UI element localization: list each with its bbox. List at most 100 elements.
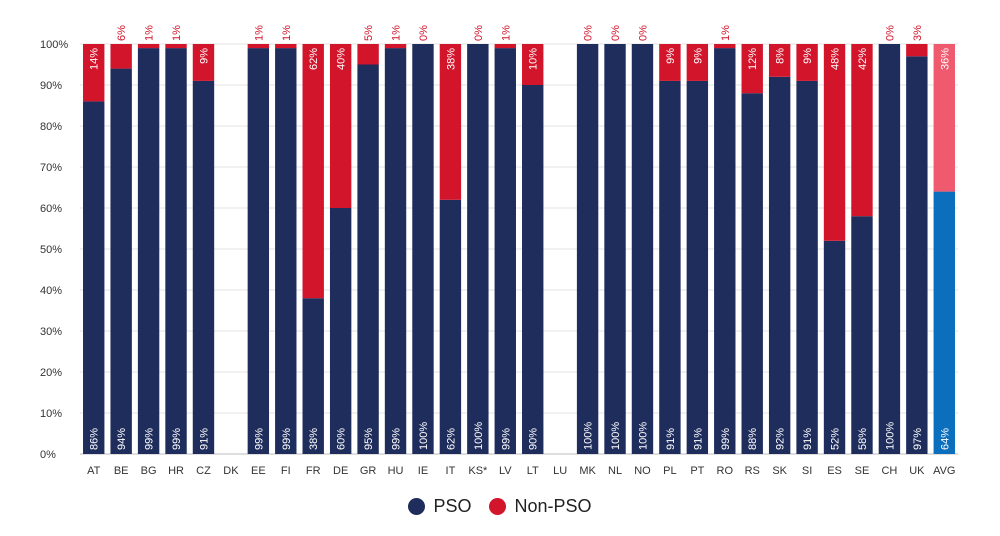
x-tick-label: FR: [306, 465, 321, 477]
y-tick-label: 10%: [40, 408, 62, 420]
data-label-pso: 99%: [720, 428, 732, 450]
x-tick-label: SI: [802, 465, 812, 477]
bar-pso: [110, 68, 132, 454]
data-label-pso: 97%: [912, 428, 924, 450]
bar-non-pso: [933, 44, 955, 192]
data-label-pso: 91%: [665, 428, 677, 450]
bar-non-pso: [741, 44, 763, 94]
data-label-pso: 99%: [500, 428, 512, 450]
bar-non-pso: [192, 44, 215, 81]
bar-pso: [659, 80, 681, 455]
y-tick-label: 90%: [40, 80, 62, 92]
data-label-pso: 99%: [281, 428, 293, 450]
data-label-pso: 99%: [391, 428, 403, 450]
data-label-non-pso: 6%: [116, 25, 128, 41]
legend: PSO Non-PSO: [0, 496, 1000, 517]
bar-pso: [631, 44, 654, 454]
bar-pso: [878, 44, 901, 454]
bar-non-pso: [357, 44, 379, 65]
data-label-non-pso: 9%: [665, 48, 677, 64]
x-tick-label: PL: [663, 465, 676, 477]
data-label-non-pso: 38%: [445, 48, 457, 70]
x-tick-label: CZ: [196, 465, 211, 477]
data-label-non-pso: 9%: [692, 48, 704, 64]
y-tick-label: 60%: [40, 203, 62, 215]
bar-non-pso: [165, 44, 187, 49]
data-label-pso: 52%: [830, 428, 842, 450]
bar-non-pso: [247, 44, 270, 49]
x-tick-label: HU: [388, 465, 404, 477]
bar-pso: [494, 48, 516, 454]
x-tick-label: FI: [281, 465, 291, 477]
legend-item-pso: PSO: [408, 496, 471, 517]
bars: 86% 14% 94% 6% 99% 1% 99% 1% 91% 9% 99% 1% 99% 1% 38% 6…: [83, 25, 955, 455]
data-label-non-pso: 1%: [253, 25, 265, 41]
x-tick-label: SK: [772, 465, 787, 477]
data-label-pso: 100%: [884, 422, 896, 450]
x-tick-label: MK: [579, 465, 596, 477]
data-label-non-pso: 62%: [308, 48, 320, 70]
bar-pso: [439, 199, 462, 454]
bar-non-pso: [659, 44, 681, 81]
data-label-non-pso: 36%: [939, 48, 951, 70]
data-label-non-pso: 0%: [473, 25, 485, 41]
bar-pso: [302, 298, 324, 454]
x-tick-label: LT: [527, 465, 539, 477]
data-label-pso: 62%: [445, 428, 457, 450]
bar-non-pso: [494, 44, 516, 49]
data-label-non-pso: 48%: [830, 48, 842, 70]
y-tick-label: 70%: [40, 162, 62, 174]
bar-pso: [604, 44, 626, 454]
data-label-non-pso: 0%: [583, 25, 595, 41]
data-label-non-pso: 1%: [500, 25, 512, 41]
data-label-pso: 86%: [89, 428, 101, 450]
y-tick-label: 30%: [40, 326, 62, 338]
data-label-pso: 100%: [473, 422, 485, 450]
x-tick-label: KS*: [468, 465, 488, 477]
bar-pso: [796, 80, 818, 455]
bar-pso: [768, 76, 791, 455]
data-label-non-pso: 1%: [144, 25, 156, 41]
bar-pso: [714, 48, 736, 454]
data-label-non-pso: 9%: [802, 48, 814, 64]
legend-swatch-non-pso: [489, 498, 507, 515]
x-tick-label: EE: [251, 465, 266, 477]
data-label-pso: 88%: [747, 428, 759, 450]
bar-pso: [576, 44, 599, 454]
bar-non-pso: [275, 44, 297, 49]
x-tick-label: CH: [881, 465, 897, 477]
x-tick-label: IE: [418, 465, 428, 477]
data-label-pso: 100%: [583, 422, 595, 450]
data-label-non-pso: 1%: [281, 25, 293, 41]
data-label-non-pso: 0%: [418, 25, 430, 41]
legend-swatch-pso: [408, 498, 426, 515]
data-label-pso: 90%: [528, 428, 540, 450]
bar-pso: [741, 93, 763, 454]
x-tick-label: LV: [499, 465, 512, 477]
bar-pso: [165, 48, 187, 454]
bar-non-pso: [302, 44, 324, 299]
x-tick-label: BG: [141, 465, 157, 477]
x-tick-label: UK: [909, 465, 925, 477]
bar-non-pso: [384, 44, 407, 49]
legend-item-non-pso: Non-PSO: [489, 496, 592, 517]
bar-pso: [247, 48, 270, 454]
data-label-pso: 99%: [253, 428, 265, 450]
data-label-pso: 64%: [939, 428, 951, 450]
bar-non-pso: [823, 44, 846, 241]
bar-non-pso: [686, 44, 709, 81]
data-label-non-pso: 42%: [857, 48, 869, 70]
data-label-non-pso: 14%: [89, 48, 101, 70]
data-label-pso: 92%: [775, 428, 787, 450]
data-label-non-pso: 12%: [747, 48, 759, 70]
bar-pso: [933, 191, 955, 454]
bar-pso: [137, 48, 160, 454]
x-tick-label: SE: [855, 465, 870, 477]
x-tick-label: DE: [333, 465, 348, 477]
bar-non-pso: [83, 44, 105, 102]
x-tick-label: ES: [827, 465, 842, 477]
data-label-pso: 95%: [363, 428, 375, 450]
bar-pso: [522, 85, 544, 454]
bar-pso: [192, 80, 215, 455]
